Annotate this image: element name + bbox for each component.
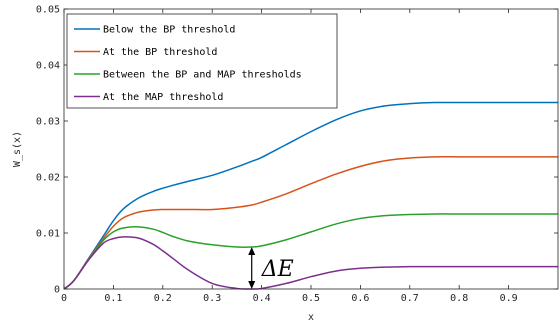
annotation-layer: ΔE <box>248 247 294 289</box>
legend-label: Between the BP and MAP thresholds <box>103 70 302 81</box>
x-tick-label: 0.2 <box>154 293 172 304</box>
x-axis-label: x <box>308 312 314 323</box>
x-tick-label: 0 <box>61 293 67 304</box>
delta-e-arrow-head-top <box>248 247 256 255</box>
x-tick-label: 0.1 <box>104 293 122 304</box>
series-line-2 <box>63 156 558 290</box>
delta-e-label: ΔE <box>261 257 294 282</box>
y-tick-label: 0.05 <box>36 5 60 16</box>
x-tick-label: 0.5 <box>302 293 320 304</box>
y-tick-label: 0.04 <box>36 61 60 72</box>
x-tick-label: 0.9 <box>500 293 518 304</box>
y-axis-label: W_s(x) <box>12 131 23 167</box>
plot-frame <box>63 8 559 290</box>
y-tick-label: 0.02 <box>36 173 60 184</box>
y-tick-label: 0.01 <box>36 229 60 240</box>
series-line-1 <box>63 101 558 290</box>
legend-label: At the BP threshold <box>103 47 217 58</box>
y-tick-label: 0.03 <box>36 117 60 128</box>
legend-label: At the MAP threshold <box>103 92 223 103</box>
legend-label: Below the BP threshold <box>103 25 235 36</box>
x-tick-label: 0.4 <box>253 293 271 304</box>
x-tick-label: 0.6 <box>351 293 369 304</box>
delta-e-arrow-head-bottom <box>248 281 256 289</box>
x-tick-label: 0.7 <box>401 293 419 304</box>
x-tick-label: 0.3 <box>203 293 221 304</box>
legend: Below the BP threshold At the BP threshol… <box>66 13 338 109</box>
y-tick-label: 0 <box>54 285 60 296</box>
x-tick-label: 0.8 <box>450 293 468 304</box>
legend-box <box>66 13 338 109</box>
